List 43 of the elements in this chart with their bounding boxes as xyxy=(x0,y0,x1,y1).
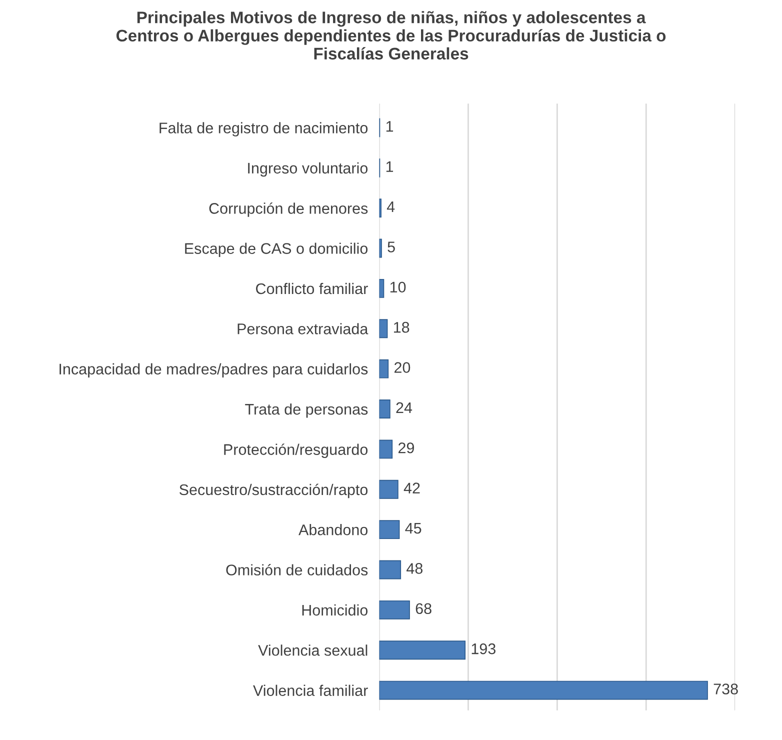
data-label: 738 xyxy=(714,684,738,694)
data-label: 1 xyxy=(386,121,394,132)
data-label: 193 xyxy=(472,643,496,654)
y-tick-label: Secuestro/sustracción/rapto xyxy=(179,484,368,498)
bar xyxy=(379,520,400,540)
y-tick-label: Omisión de cuidados xyxy=(226,564,368,576)
bar xyxy=(379,359,389,378)
y-tick-label: Escape de CAS o domicilio xyxy=(185,242,368,257)
bar xyxy=(379,600,410,620)
bar xyxy=(379,680,708,700)
y-tick-label: Falta de registro de nacimiento xyxy=(160,122,368,136)
y-tick-label: Persona extraviada xyxy=(238,323,368,334)
data-label: 10 xyxy=(390,282,406,293)
bar xyxy=(379,640,466,660)
y-tick-label: Homicidio xyxy=(302,604,368,616)
y-tick-label: Violencia familiar xyxy=(253,684,368,696)
bar xyxy=(379,440,393,459)
bar xyxy=(379,400,390,418)
bar xyxy=(379,238,382,258)
data-label: 5 xyxy=(388,242,395,252)
data-label: 24 xyxy=(396,402,412,413)
bar xyxy=(379,278,384,298)
data-label: 18 xyxy=(394,322,410,333)
data-label: 48 xyxy=(406,563,423,574)
y-tick-label: Conflicto familiar xyxy=(256,282,368,294)
y-tick-label: Violencia sexual xyxy=(258,644,368,656)
chart-title: Principales Motivos de Ingreso de niñas, niños y adolescentes a Centros o Albergues dependientes de las Procuradurías de Justicia o Fiscalías Generales xyxy=(116,11,666,60)
y-tick-label: Abandono xyxy=(298,524,368,536)
data-label: 45 xyxy=(405,523,422,534)
data-label: 4 xyxy=(386,202,395,212)
data-label: 68 xyxy=(416,603,432,614)
data-label: 42 xyxy=(404,482,420,494)
y-tick-label: Ingreso voluntario xyxy=(248,162,368,177)
data-label: 29 xyxy=(398,442,414,454)
bar xyxy=(379,560,402,580)
y-tick-label: Incapacidad de madres/padres para cuidarlos xyxy=(60,363,368,378)
y-tick-label: Corrupción de menores xyxy=(209,202,368,217)
data-label: 1 xyxy=(386,161,394,172)
bar xyxy=(379,480,398,499)
data-label: 20 xyxy=(394,362,410,373)
bar xyxy=(379,319,388,338)
y-tick-label: Protección/resguardo xyxy=(224,444,368,458)
y-tick-label: Trata de personas xyxy=(245,403,368,418)
